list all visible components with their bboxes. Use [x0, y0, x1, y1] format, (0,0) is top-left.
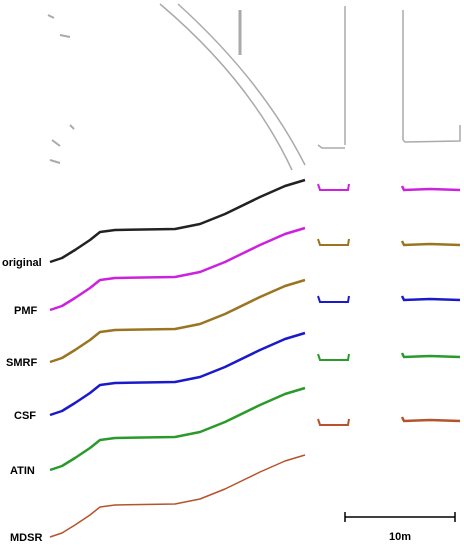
- profile: [49, 331, 306, 417]
- segment: [400, 416, 461, 423]
- segment: [317, 238, 350, 246]
- method-label: ATIN: [10, 465, 35, 477]
- top-view: [47, 3, 461, 171]
- road-edge: [177, 3, 306, 166]
- segment: [317, 183, 350, 191]
- scale-label: 10m: [389, 531, 411, 543]
- segment: [400, 352, 461, 359]
- profile: [49, 454, 306, 538]
- scatter-points: [47, 14, 75, 164]
- profile: [49, 386, 306, 472]
- segment: [317, 353, 350, 361]
- segment: [400, 295, 461, 302]
- method-label: PMF: [14, 305, 38, 317]
- method-label: SMRF: [6, 357, 37, 369]
- profile: [49, 226, 306, 312]
- segment: [400, 185, 461, 192]
- road-edge: [159, 3, 293, 171]
- method-label: original: [2, 257, 42, 269]
- ground: [317, 144, 345, 149]
- method-label: MDSR: [10, 532, 42, 544]
- profile: [49, 178, 306, 264]
- profile: [49, 278, 306, 364]
- segment: [317, 295, 350, 303]
- ground: [402, 125, 461, 143]
- method-label: CSF: [14, 410, 36, 422]
- segment: [317, 418, 350, 426]
- segment: [400, 240, 461, 247]
- scale-bar: [344, 512, 456, 522]
